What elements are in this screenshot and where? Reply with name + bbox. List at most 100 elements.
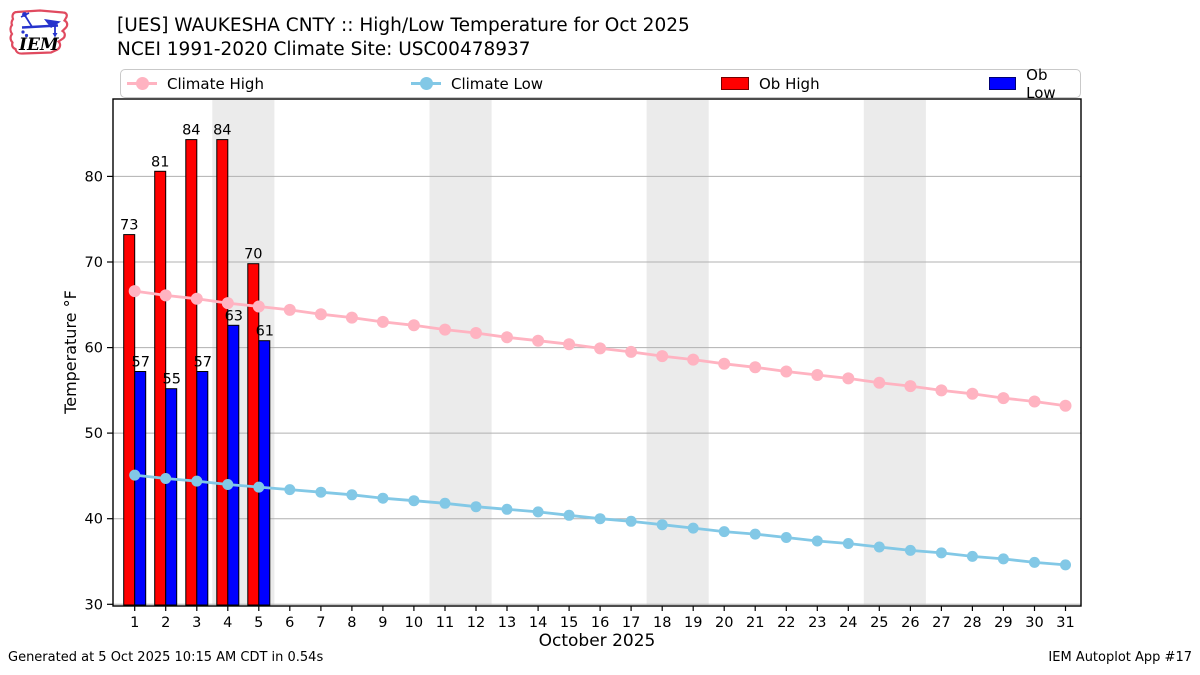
- x-tick-label: 8: [347, 615, 356, 631]
- ob-low-value-label: 63: [225, 308, 243, 324]
- x-tick-label: 14: [529, 615, 547, 631]
- x-tick-label: 4: [223, 615, 232, 631]
- ob-low-value-label: 61: [256, 324, 274, 340]
- x-tick-label: 23: [808, 615, 826, 631]
- climate-low-line-marker: [160, 473, 172, 484]
- x-tick-label: 31: [1056, 615, 1074, 631]
- ob-low-value-label: 55: [162, 372, 180, 388]
- climate-high-line-marker: [718, 357, 731, 370]
- climate-low-line-marker: [935, 547, 947, 559]
- ob-high-value-label: 84: [182, 123, 200, 139]
- x-tick-label: 3: [192, 615, 201, 631]
- climate-low-line-marker: [253, 481, 265, 493]
- x-tick-label: 7: [316, 615, 325, 631]
- climate-high-line-marker: [749, 361, 762, 374]
- x-tick-label: 29: [994, 615, 1012, 631]
- chart-title-block: [UES] WAUKESHA CNTY :: High/Low Temperat…: [117, 14, 690, 62]
- x-tick-label: 22: [777, 615, 795, 631]
- app-credit: IEM Autoplot App #17: [1048, 650, 1192, 665]
- x-tick-label: 2: [161, 615, 170, 631]
- ob-low-value-label: 57: [194, 355, 212, 371]
- climate-high-line-marker: [407, 319, 420, 332]
- ob-high-bar: [185, 139, 198, 606]
- climate-low-line-swatch: [411, 77, 441, 90]
- legend-item-ob-high: Ob High: [721, 70, 820, 97]
- x-tick-label: 30: [1025, 615, 1043, 631]
- climate-high-line-marker: [159, 289, 172, 302]
- climate-high-line-marker: [594, 342, 607, 355]
- climate-high-line-marker: [252, 300, 265, 313]
- climate-low-line-marker: [873, 541, 885, 553]
- x-tick-label: 10: [405, 615, 423, 631]
- climate-high-line-marker: [470, 327, 482, 339]
- ob-high-value-label: 73: [120, 218, 138, 234]
- climate-high-line-marker: [904, 380, 917, 393]
- legend-label-ob-high: Ob High: [759, 74, 820, 93]
- ob-high-patch-swatch: [721, 77, 749, 90]
- y-tick-label: 60: [85, 341, 103, 357]
- climate-high-line-marker: [221, 297, 234, 310]
- climate-high-line-marker: [1028, 395, 1041, 408]
- climate-low-line-marker: [780, 532, 792, 543]
- legend-item-climate-high: Climate High: [127, 70, 264, 97]
- ob-low-bar: [258, 340, 271, 606]
- logo-iem-text: IEM: [18, 35, 60, 55]
- plot-border: [112, 98, 1082, 607]
- climate-low-line-marker: [501, 503, 513, 515]
- climate-low-line: [129, 469, 1071, 571]
- climate-low-line-marker: [222, 479, 234, 490]
- iem-logo: IEM: [8, 6, 72, 64]
- ob-high-bar: [247, 263, 260, 606]
- legend-label-climate-high: Climate High: [167, 74, 264, 93]
- x-tick-label: 24: [839, 615, 857, 631]
- climate-low-line-marker: [904, 544, 916, 556]
- climate-low-line-marker: [315, 486, 327, 498]
- climate-high-line-marker: [966, 387, 979, 400]
- climate-high-line: [128, 285, 1072, 412]
- x-tick-label: 1: [130, 615, 139, 631]
- ob-high-bar: [154, 170, 167, 606]
- ob-high-value-label: 81: [151, 154, 169, 170]
- climate-low-line-marker: [997, 553, 1009, 565]
- climate-low-line-marker: [966, 550, 978, 562]
- climate-low-line-marker: [439, 497, 451, 509]
- climate-high-line-marker: [935, 384, 948, 397]
- climate-low-line-marker: [1029, 556, 1040, 568]
- x-tick-label: 11: [436, 615, 454, 631]
- ob-high-value-label: 84: [213, 123, 231, 139]
- climate-low-line-marker: [129, 469, 141, 481]
- x-tick-label: 9: [378, 615, 387, 631]
- legend-item-ob-low: Ob Low: [989, 66, 1080, 102]
- climate-low-line-marker: [470, 501, 482, 513]
- weekend-band: [863, 100, 926, 605]
- climate-low-line-marker: [563, 509, 575, 521]
- ob-high-value-label: 70: [244, 247, 262, 263]
- climate-high-line-swatch: [127, 77, 157, 90]
- climate-low-line-marker: [346, 489, 358, 501]
- climate-high-line-marker: [314, 308, 327, 321]
- y-tick-label: 30: [85, 597, 103, 613]
- chart-title: [UES] WAUKESHA CNTY :: High/Low Temperat…: [117, 15, 690, 36]
- x-tick-label: 12: [467, 615, 485, 631]
- climate-high-line-marker: [345, 311, 358, 324]
- ob-low-value-label: 57: [131, 355, 149, 371]
- climate-high-line-marker: [501, 331, 513, 344]
- climate-high-line-marker: [997, 392, 1010, 405]
- ob-low-bar: [165, 388, 178, 606]
- climate-low-line-marker: [1060, 559, 1071, 571]
- climate-low-line-marker: [377, 492, 389, 504]
- x-tick-label: 27: [932, 615, 950, 631]
- legend-item-climate-low: Climate Low: [411, 70, 543, 97]
- ob-low-bar: [227, 324, 240, 606]
- climate-high-line-marker: [1059, 399, 1072, 412]
- climate-high-line-marker: [811, 369, 824, 381]
- climate-low-line-marker: [284, 484, 296, 496]
- legend: Climate High Climate Low Ob High Ob Low: [120, 66, 1081, 102]
- climate-low-line-marker: [532, 506, 544, 518]
- climate-low-line-marker: [749, 528, 761, 540]
- ob-low-bar: [134, 371, 147, 606]
- climate-high-line-marker: [625, 345, 638, 358]
- x-tick-label: 13: [498, 615, 516, 631]
- climate-high-line-marker: [780, 365, 793, 378]
